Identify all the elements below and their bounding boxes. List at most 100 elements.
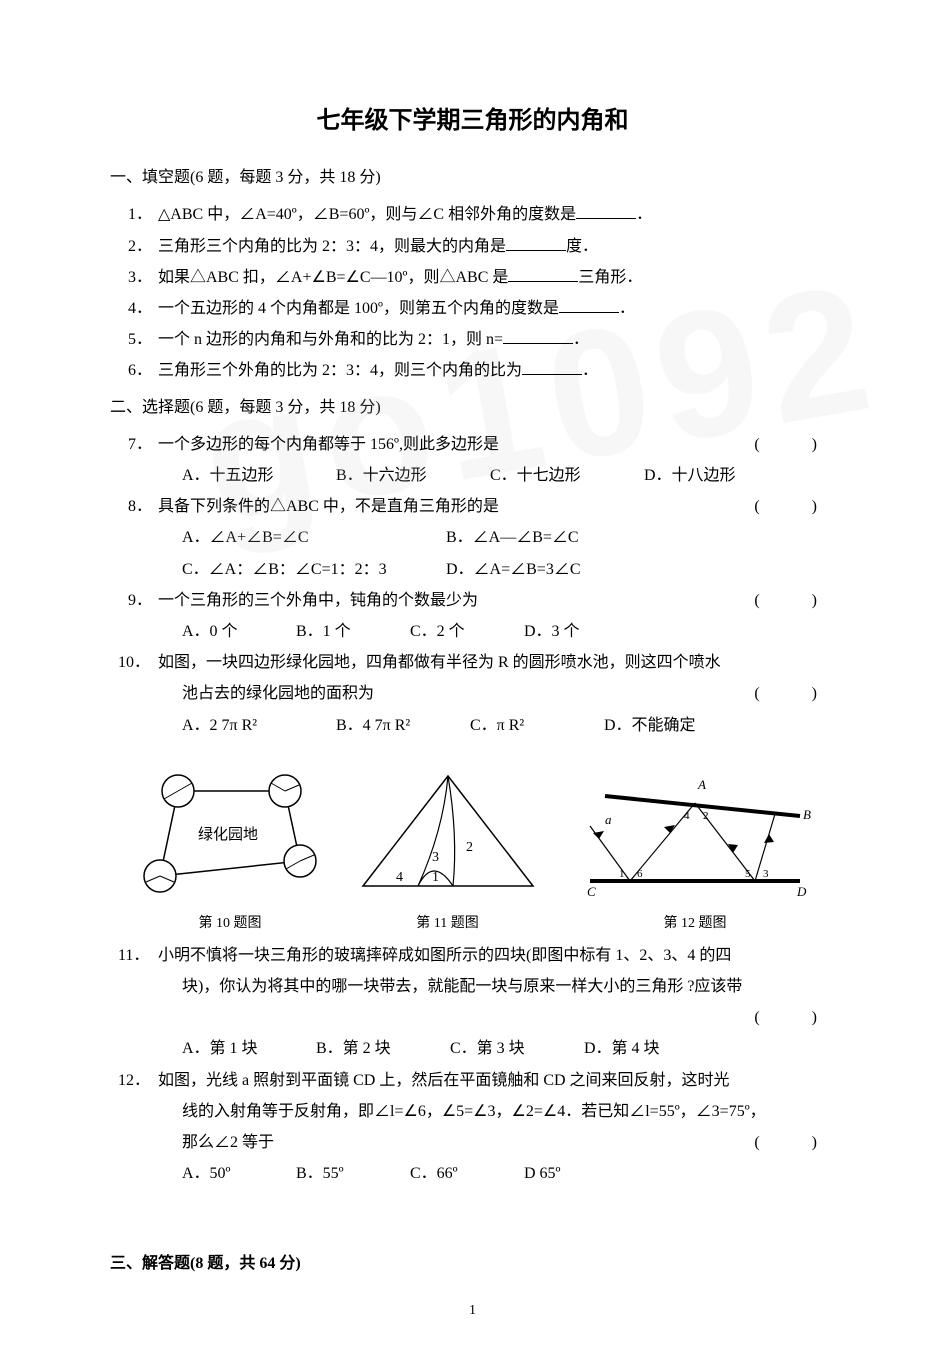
- q9-opt-a: A．0 个: [182, 616, 292, 647]
- question-3: 3． 如果△ABC 扣，∠A+∠B=∠C—10º，则△ABC 是三角形．: [158, 262, 835, 293]
- q7-text: 一个多边形的每个内角都等于 156º,则此多边形是: [158, 436, 499, 453]
- q12-opt-b: B．55º: [296, 1158, 406, 1189]
- q11-opt-b: B．第 2 块: [316, 1033, 446, 1064]
- q7-opt-c: C．十七边形: [490, 460, 640, 491]
- q4-end: ．: [619, 300, 635, 317]
- svg-text:1: 1: [432, 870, 439, 885]
- q6-blank: [522, 358, 582, 375]
- q5-text: 一个 n 边形的内角和与外角和的比为 2：1，则 n=: [158, 331, 503, 348]
- q12-opt-c: C．66º: [410, 1158, 520, 1189]
- document-title: 七年级下学期三角形的内角和: [110, 100, 835, 135]
- svg-text:3: 3: [432, 850, 439, 865]
- q11-paren: ( ): [754, 1002, 835, 1033]
- fig12-label-B: B: [803, 807, 811, 822]
- question-9: 9． 一个三角形的三个外角中，钝角的个数最少为 ( ): [158, 585, 835, 616]
- svg-text:4: 4: [684, 810, 690, 822]
- section-2-header: 二、选择题(6 题，每题 3 分，共 18 分): [110, 393, 835, 423]
- section-1-header: 一、填空题(6 题，每题 3 分，共 18 分): [110, 163, 835, 193]
- question-5: 5． 一个 n 边形的内角和与外角和的比为 2：1，则 n=．: [158, 324, 835, 355]
- q10-opt-b: B．4 7π R²: [336, 710, 466, 741]
- figure-10: 绿化园地 第 10 题图: [140, 761, 320, 932]
- q9-number: 9．: [128, 585, 152, 616]
- q12-opt-a: A．50º: [182, 1158, 292, 1189]
- q6-number: 6．: [128, 355, 152, 386]
- q11-number: 11．: [118, 940, 149, 971]
- q1-text: △ABC 中，∠A=40º，∠B=60º，则与∠C 相邻外角的度数是: [158, 206, 576, 223]
- q7-number: 7．: [128, 429, 152, 460]
- q11-paren-line: ( ): [182, 1002, 835, 1033]
- figure-12-svg: A B C D a 1 6 4 2 5 3: [575, 761, 815, 901]
- question-1: 1． △ABC 中，∠A=40º，∠B=60º，则与∠C 相邻外角的度数是．: [158, 199, 835, 230]
- q6-end: ．: [582, 362, 598, 379]
- section-3-header: 三、解答题(8 题，共 64 分): [110, 1249, 835, 1273]
- q8-number: 8．: [128, 491, 152, 522]
- q10-cont-text: 池占去的绿化园地的面积为: [182, 685, 374, 702]
- figure-11: 3 2 4 1 第 11 题图: [348, 761, 548, 932]
- q11-cont: 块)，你认为将其中的哪一块带去，就能配一块与原来一样大小的三角形 ?应该带: [182, 971, 835, 1002]
- q7-paren: ( ): [754, 429, 835, 460]
- question-10: 10． 如图，一块四边形绿化园地，四角都做有半径为 R 的圆形喷水池，则这四个喷…: [158, 647, 835, 678]
- fig12-label-D: D: [796, 884, 807, 899]
- svg-text:1: 1: [619, 868, 625, 880]
- q10-options: A．2 7π R² B．4 7π R² C．π R² D．不能确定: [182, 710, 835, 741]
- q4-text: 一个五边形的 4 个内角都是 100º，则第五个内角的度数是: [158, 300, 559, 317]
- figure-12: A B C D a 1 6 4 2 5 3 第 12 题图: [575, 761, 815, 932]
- q1-blank: [576, 202, 636, 219]
- q8-paren: ( ): [754, 491, 835, 522]
- q2-text: 三角形三个内角的比为 2：3：4，则最大的内角是: [158, 238, 506, 255]
- question-7: 7． 一个多边形的每个内角都等于 156º,则此多边形是 ( ): [158, 429, 835, 460]
- q9-opt-b: B．1 个: [296, 616, 406, 647]
- q12-options: A．50º B．55º C．66º D 65º: [182, 1158, 835, 1189]
- q12-number: 12．: [118, 1065, 150, 1096]
- q7-opt-d: D．十八边形: [644, 460, 736, 491]
- fig12-label-A: A: [697, 777, 706, 792]
- question-11: 11． 小明不慎将一块三角形的玻璃摔碎成如图所示的四块(即图中标有 1、2、3、…: [158, 940, 835, 971]
- page-number: 1: [110, 1303, 835, 1319]
- q5-blank: [503, 327, 573, 344]
- svg-text:2: 2: [703, 810, 709, 822]
- q7-options: A．十五边形 B．十六边形 C．十七边形 D．十八边形: [182, 460, 835, 491]
- q10-paren: ( ): [754, 678, 835, 709]
- q12-cont2-line: 那么∠2 等于 ( ): [182, 1127, 835, 1158]
- q9-text: 一个三角形的三个外角中，钝角的个数最少为: [158, 592, 478, 609]
- q1-number: 1．: [128, 199, 152, 230]
- svg-text:4: 4: [396, 870, 403, 885]
- q9-paren: ( ): [754, 585, 835, 616]
- q3-end: 三角形．: [578, 269, 642, 286]
- q3-text: 如果△ABC 扣，∠A+∠B=∠C—10º，则△ABC 是: [158, 269, 508, 286]
- q2-number: 2．: [128, 231, 152, 262]
- figure-10-svg: 绿化园地: [140, 761, 320, 901]
- question-12: 12． 如图，光线 a 照射到平面镜 CD 上，然后在平面镜舳和 CD 之间来回…: [158, 1065, 835, 1096]
- q12-cont2: 那么∠2 等于: [182, 1134, 274, 1151]
- q8-opt-a: A．∠A+∠B=∠C: [182, 522, 442, 553]
- q10-text: 如图，一块四边形绿化园地，四角都做有半径为 R 的圆形喷水池，则这四个喷水: [158, 654, 721, 671]
- fig10-caption: 第 10 题图: [140, 912, 320, 932]
- q1-end: ．: [636, 206, 652, 223]
- q11-opt-d: D．第 4 块: [584, 1033, 660, 1064]
- question-6: 6． 三角形三个外角的比为 2：3：4，则三个内角的比为．: [158, 355, 835, 386]
- fig11-caption: 第 11 题图: [348, 912, 548, 932]
- q5-end: ．: [573, 331, 589, 348]
- q2-blank: [506, 234, 566, 251]
- svg-text:3: 3: [763, 868, 769, 880]
- fig12-label-a: a: [605, 812, 612, 827]
- svg-text:5: 5: [745, 868, 751, 880]
- q4-number: 4．: [128, 293, 152, 324]
- q8-opt-d: D．∠A=∠B=3∠C: [446, 554, 581, 585]
- q3-blank: [508, 265, 578, 282]
- q12-paren: ( ): [754, 1127, 835, 1158]
- q10-opt-d: D．不能确定: [604, 710, 696, 741]
- question-4: 4． 一个五边形的 4 个内角都是 100º，则第五个内角的度数是．: [158, 293, 835, 324]
- svg-text:2: 2: [466, 840, 473, 855]
- q8-opt-b: B．∠A—∠B=∠C: [446, 522, 579, 553]
- q12-cont1: 线的入射角等于反射角，即∠l=∠6，∠5=∠3，∠2=∠4．若已知∠l=55º，…: [182, 1096, 835, 1127]
- q7-opt-a: A．十五边形: [182, 460, 332, 491]
- q9-opt-d: D．3 个: [524, 616, 580, 647]
- q10-opt-c: C．π R²: [470, 710, 600, 741]
- q10-number: 10．: [118, 647, 150, 678]
- q12-text: 如图，光线 a 照射到平面镜 CD 上，然后在平面镜舳和 CD 之间来回反射，这…: [158, 1072, 730, 1089]
- q2-end: 度．: [566, 238, 598, 255]
- question-2: 2． 三角形三个内角的比为 2：3：4，则最大的内角是度．: [158, 231, 835, 262]
- fig12-label-C: C: [587, 884, 596, 899]
- q5-number: 5．: [128, 324, 152, 355]
